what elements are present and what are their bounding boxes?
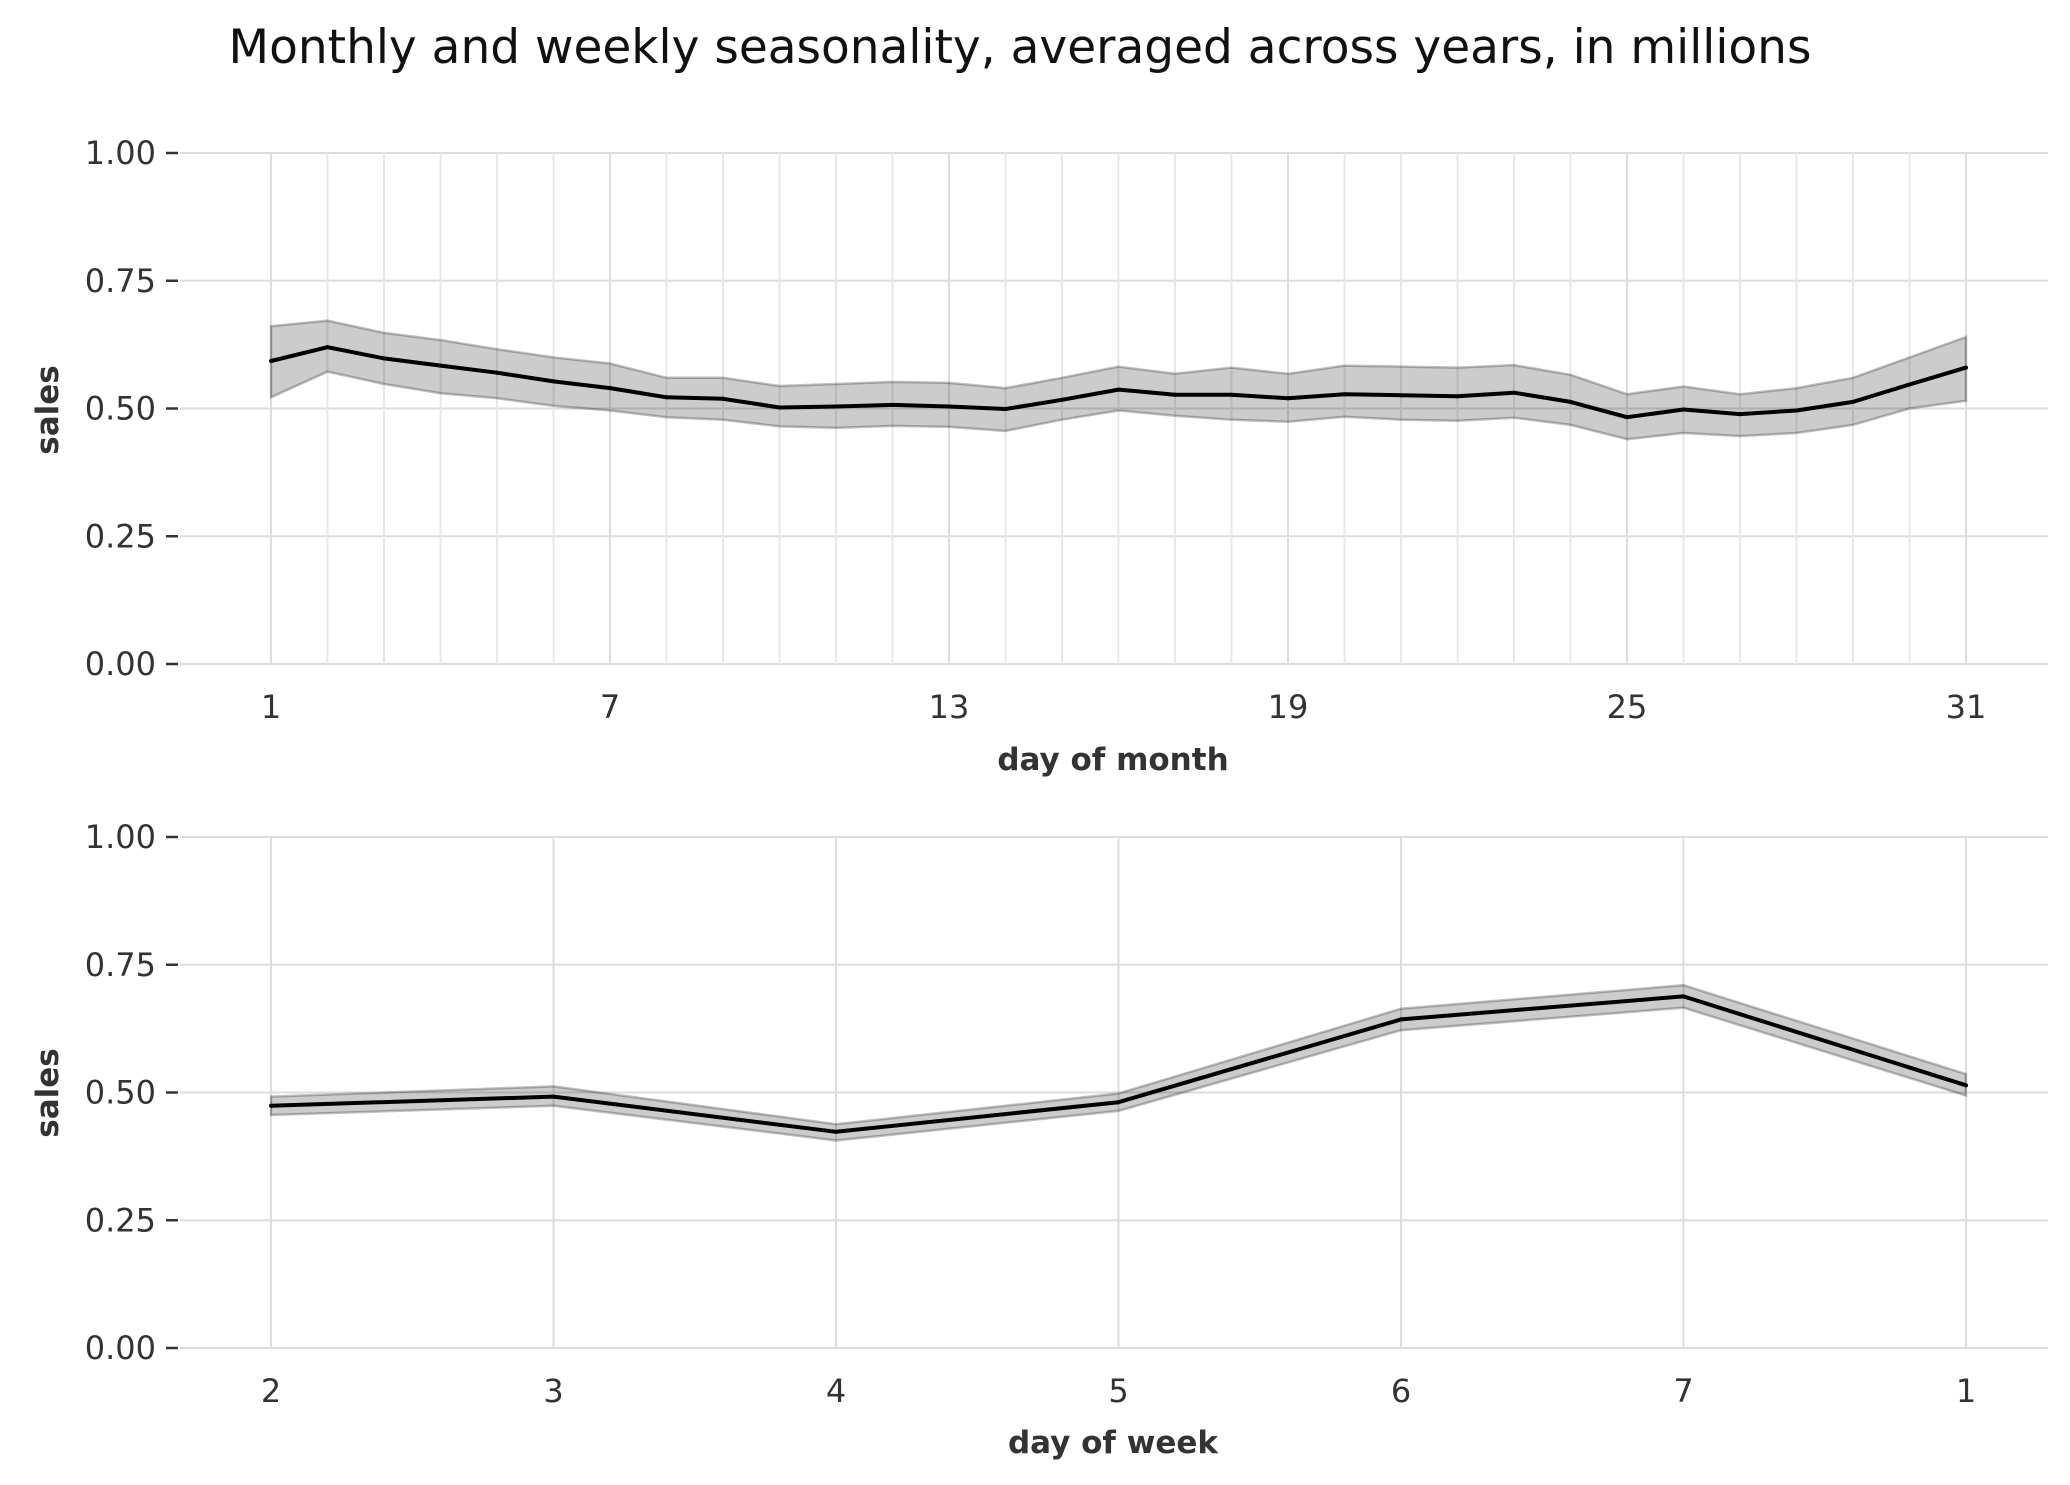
monthly-xtick-label: 25: [1607, 688, 1648, 726]
monthly-data-point: [777, 405, 782, 410]
monthly-xtick-label: 7: [600, 688, 620, 726]
monthly-data-point: [721, 396, 725, 401]
monthly-data-point: [890, 402, 895, 407]
monthly-data-point: [1003, 407, 1008, 412]
weekly-data-point: [1964, 1083, 1968, 1088]
monthly-xtick-label: 19: [1268, 688, 1309, 726]
weekly-band-area: [269, 983, 1968, 1142]
monthly-xtick-label: 31: [1946, 688, 1987, 726]
monthly-data-point: [1851, 399, 1855, 404]
weekly-xtick-label: 1: [1956, 1372, 1976, 1410]
monthly-band-area: [269, 319, 1968, 441]
weekly-xtick-label: 6: [1391, 1372, 1411, 1410]
weekly-ytick-label: 1.00: [85, 818, 156, 856]
monthly-data-point: [1286, 396, 1290, 401]
monthly-data-point: [1625, 415, 1629, 420]
figure-title: Monthly and weekly seasonality, averaged…: [229, 20, 1812, 75]
weekly-xtick-label: 5: [1108, 1372, 1128, 1410]
monthly-data-point: [1455, 394, 1460, 399]
weekly-xtick-label: 4: [826, 1372, 846, 1410]
monthly-ytick-label: 0.75: [85, 262, 156, 300]
weekly-data-point: [1399, 1017, 1403, 1022]
monthly-data-point: [1173, 392, 1177, 397]
weekly-data-point: [551, 1094, 556, 1099]
weekly-y-axis-label: sales: [30, 1048, 66, 1137]
weekly-xtick-label: 2: [261, 1372, 281, 1410]
monthly-data-point: [1512, 390, 1516, 395]
monthly-data-point: [382, 356, 386, 361]
monthly-data-point: [551, 379, 556, 384]
weekly-grid: [180, 836, 2048, 1349]
weekly-data-point: [834, 1129, 838, 1134]
monthly-data-point: [495, 370, 499, 375]
weekly-data-point: [1116, 1100, 1121, 1105]
monthly-data-point: [1794, 408, 1799, 413]
weekly-y-axis: 0.00 0.25 0.50 0.75 1.00: [85, 818, 178, 1367]
monthly-seasonality-chart: 0.00 0.25 0.50 0.75 1.00 1 7 13 19 25 31 day of m…: [30, 134, 2048, 778]
monthly-data-point: [1229, 392, 1234, 397]
monthly-y-axis: 0.00 0.25 0.50 0.75 1.00: [85, 134, 178, 683]
monthly-data-point: [664, 395, 669, 400]
monthly-ytick-label: 0.50: [85, 390, 156, 428]
weekly-confidence-band: [269, 983, 1968, 1142]
weekly-data-point: [1681, 994, 1686, 999]
monthly-ytick-label: 0.25: [85, 517, 156, 555]
monthly-data-point: [1681, 407, 1686, 412]
weekly-ytick-label: 0.75: [85, 946, 156, 984]
monthly-data-point: [1907, 382, 1912, 387]
monthly-ytick-label: 1.00: [85, 134, 156, 172]
monthly-data-point: [1060, 397, 1064, 402]
weekly-xtick-label: 7: [1673, 1372, 1693, 1410]
monthly-data-point: [1568, 399, 1573, 404]
monthly-data-point: [608, 386, 612, 391]
monthly-data-point: [269, 358, 273, 363]
monthly-data-point: [834, 404, 838, 409]
weekly-x-axis: 2 3 4 5 6 7 1: [261, 1372, 1976, 1410]
monthly-data-point: [1964, 365, 1968, 370]
monthly-data-point: [947, 404, 951, 409]
weekly-sales-line: [269, 994, 1968, 1134]
monthly-data-point: [1116, 387, 1121, 392]
monthly-data-point: [325, 345, 330, 350]
monthly-x-axis-label: day of month: [997, 742, 1228, 778]
monthly-x-axis: 1 7 13 19 25 31: [261, 688, 1987, 726]
monthly-sales-line: [269, 345, 1968, 420]
weekly-x-axis-label: day of week: [1008, 1425, 1219, 1461]
weekly-xtick-label: 3: [543, 1372, 563, 1410]
weekly-ytick-label: 0.50: [85, 1074, 156, 1112]
weekly-ytick-label: 0.00: [85, 1329, 156, 1367]
monthly-xtick-label: 13: [929, 688, 970, 726]
weekly-seasonality-chart: 0.00 0.25 0.50 0.75 1.00 2 3 4 5 6 7 1 day of week…: [30, 818, 2048, 1461]
monthly-confidence-band: [269, 319, 1968, 441]
weekly-ytick-label: 0.25: [85, 1201, 156, 1239]
monthly-y-axis-label: sales: [30, 365, 66, 454]
monthly-data-point: [1738, 412, 1742, 417]
monthly-data-point: [1342, 392, 1347, 397]
weekly-data-point: [269, 1103, 273, 1108]
monthly-data-point: [1399, 393, 1403, 398]
monthly-ytick-label: 0.00: [85, 645, 156, 683]
monthly-xtick-label: 1: [261, 688, 281, 726]
monthly-data-point: [438, 363, 443, 368]
